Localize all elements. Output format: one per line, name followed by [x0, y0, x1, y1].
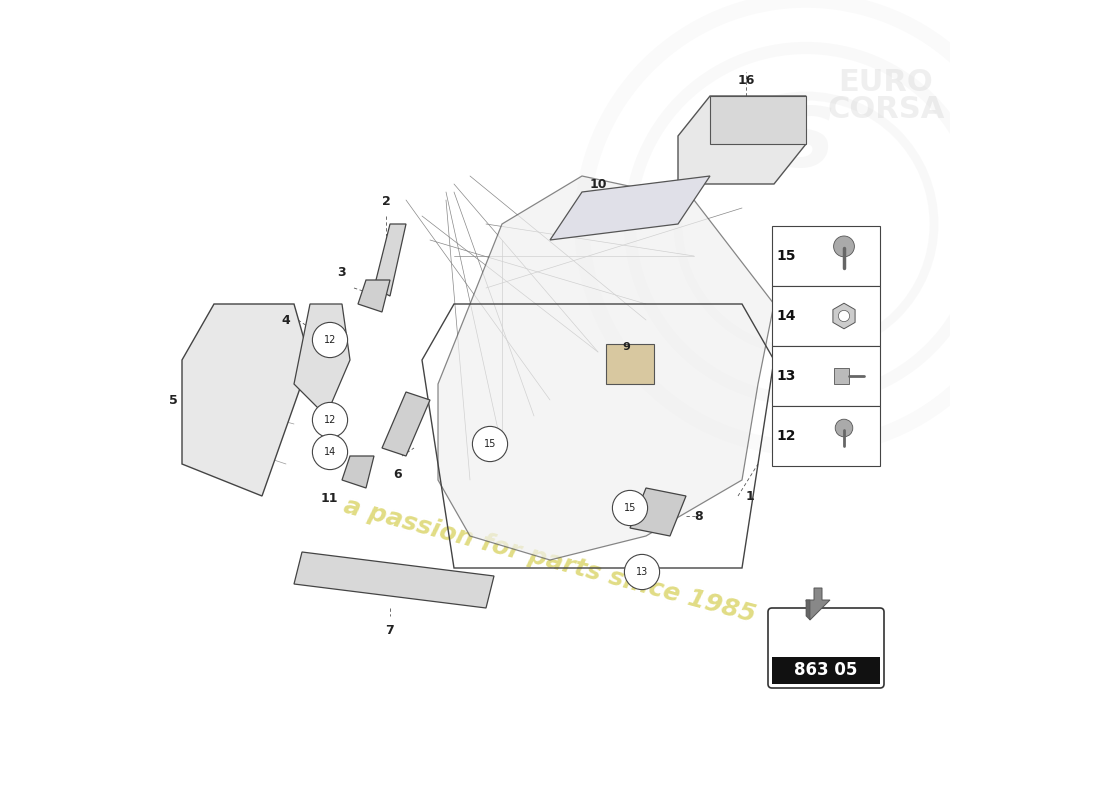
- FancyBboxPatch shape: [768, 608, 884, 688]
- Circle shape: [613, 490, 648, 526]
- Text: 15: 15: [776, 249, 795, 263]
- Text: S: S: [776, 103, 836, 185]
- Text: 5: 5: [169, 394, 178, 406]
- Circle shape: [838, 310, 849, 322]
- Polygon shape: [550, 176, 710, 240]
- FancyBboxPatch shape: [772, 346, 880, 406]
- Polygon shape: [294, 304, 350, 416]
- Circle shape: [625, 554, 660, 590]
- FancyBboxPatch shape: [772, 657, 880, 684]
- FancyBboxPatch shape: [772, 226, 880, 286]
- Text: 13: 13: [636, 567, 648, 577]
- Circle shape: [312, 434, 348, 470]
- Text: 9: 9: [623, 342, 630, 352]
- Text: 15: 15: [484, 439, 496, 449]
- FancyBboxPatch shape: [772, 406, 880, 466]
- Polygon shape: [806, 600, 810, 620]
- Text: 13: 13: [776, 369, 795, 383]
- Polygon shape: [606, 344, 654, 384]
- Text: 16: 16: [737, 74, 755, 86]
- Polygon shape: [342, 456, 374, 488]
- Text: 12: 12: [776, 429, 795, 443]
- Circle shape: [834, 236, 855, 257]
- Polygon shape: [630, 488, 686, 536]
- Polygon shape: [374, 224, 406, 296]
- Text: 863 05: 863 05: [794, 662, 858, 679]
- Text: 12: 12: [323, 415, 337, 425]
- Circle shape: [835, 419, 852, 437]
- Polygon shape: [182, 304, 310, 496]
- Polygon shape: [438, 176, 774, 560]
- Text: 10: 10: [590, 178, 607, 190]
- Text: 15: 15: [624, 503, 636, 513]
- Text: 2: 2: [382, 195, 390, 208]
- Circle shape: [312, 402, 348, 438]
- Text: a passion for parts since 1985: a passion for parts since 1985: [341, 494, 759, 626]
- Text: 11: 11: [320, 492, 338, 505]
- Text: 14: 14: [776, 309, 795, 323]
- FancyBboxPatch shape: [772, 286, 880, 346]
- Text: 6: 6: [394, 468, 403, 481]
- Text: EURO
CORSA: EURO CORSA: [827, 68, 945, 124]
- Polygon shape: [358, 280, 390, 312]
- Text: 7: 7: [386, 624, 395, 637]
- Bar: [835, 368, 849, 384]
- Text: 4: 4: [282, 314, 290, 326]
- Polygon shape: [806, 588, 830, 620]
- Text: 8: 8: [694, 510, 703, 522]
- Polygon shape: [382, 392, 430, 456]
- Polygon shape: [833, 303, 855, 329]
- Polygon shape: [678, 96, 806, 184]
- Text: 3: 3: [338, 266, 346, 278]
- Polygon shape: [710, 96, 806, 144]
- Text: 12: 12: [323, 335, 337, 345]
- Text: 14: 14: [323, 447, 337, 457]
- Polygon shape: [294, 552, 494, 608]
- Circle shape: [312, 322, 348, 358]
- Circle shape: [472, 426, 507, 462]
- Text: 1: 1: [746, 490, 755, 502]
